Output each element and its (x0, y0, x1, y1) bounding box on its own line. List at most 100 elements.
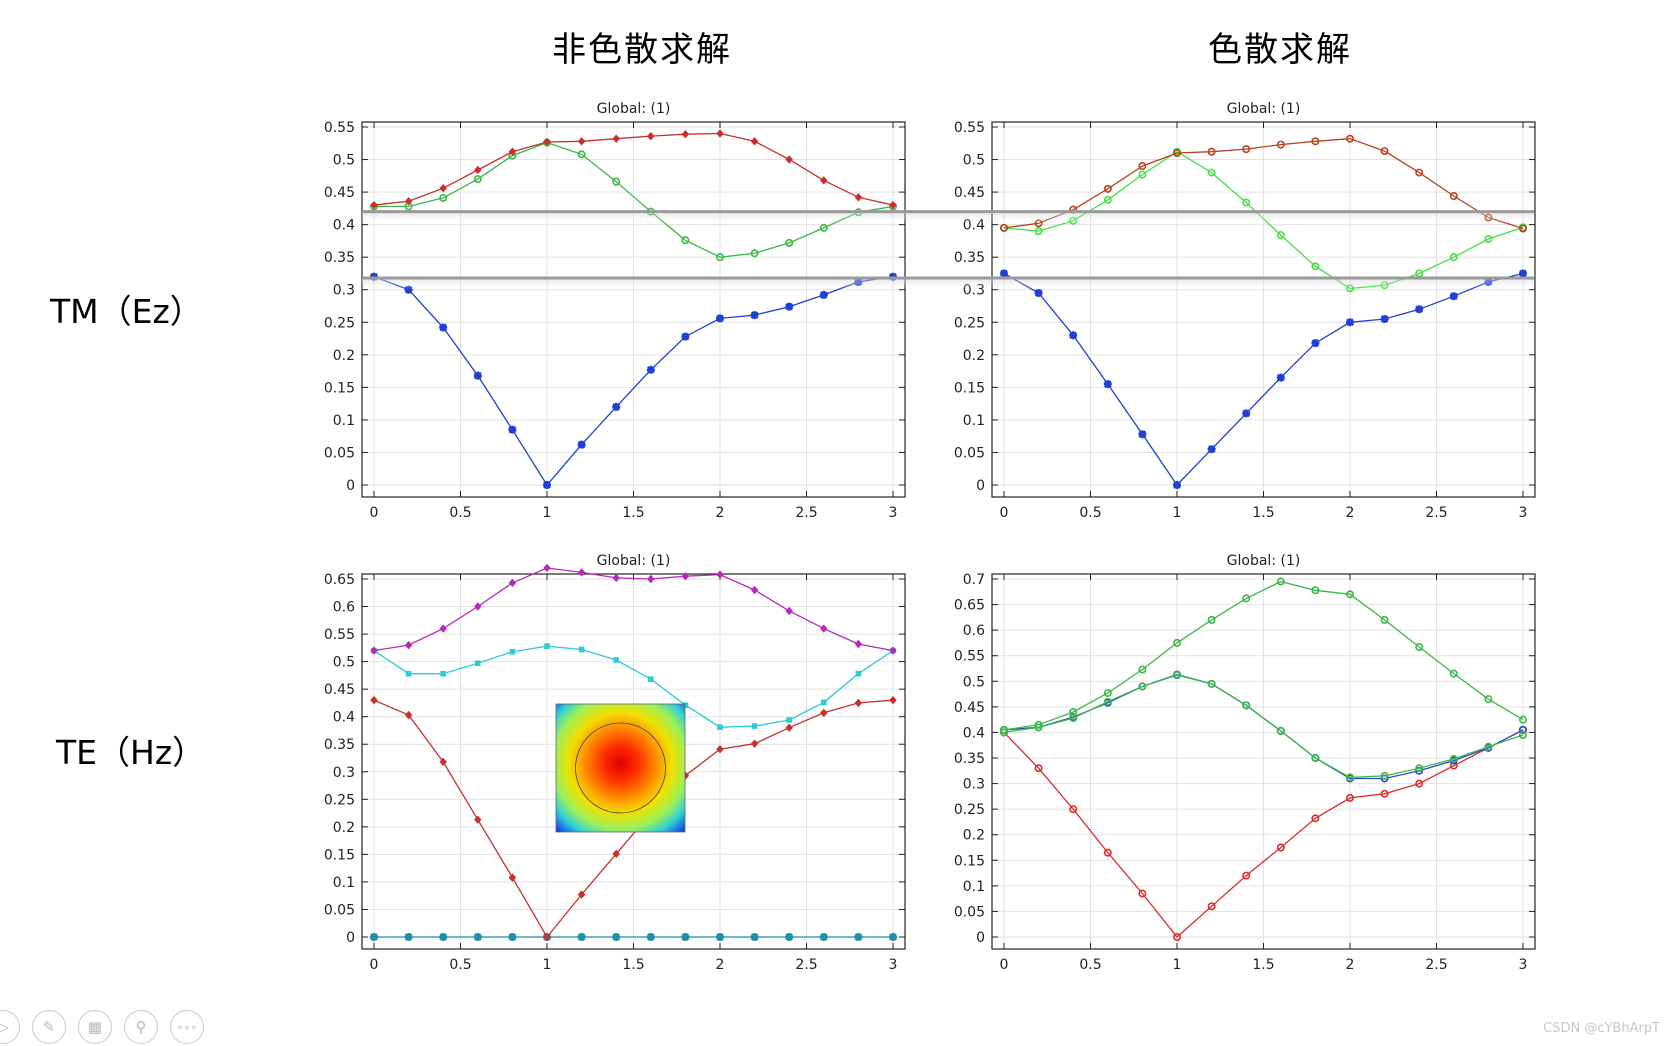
data-point (1449, 755, 1458, 764)
x-tick-label: 1 (1173, 505, 1182, 521)
y-tick-label: 0.6 (963, 623, 985, 639)
data-point (1519, 269, 1527, 278)
data-point (750, 311, 759, 320)
y-tick-label: 0.15 (954, 380, 985, 396)
y-tick-label: 0 (976, 478, 985, 494)
data-point (785, 302, 794, 311)
data-point (1276, 577, 1285, 586)
data-point (1034, 764, 1043, 773)
data-point (1173, 481, 1181, 489)
y-tick-label: 0.2 (963, 348, 985, 364)
data-point (1380, 789, 1389, 798)
zoom-icon[interactable]: ⚲ (124, 1010, 158, 1044)
data-point (1103, 848, 1112, 857)
data-point (820, 708, 828, 718)
slide-toolbar: ▷ ✎ ▦ ⚲ ∘∘∘ (0, 1010, 204, 1044)
data-point (682, 702, 689, 708)
data-point (681, 332, 690, 341)
y-tick-label: 0.35 (954, 250, 985, 266)
data-point (716, 933, 724, 941)
data-point (750, 933, 759, 941)
data-point (370, 933, 378, 941)
x-tick-label: 1.5 (1252, 957, 1274, 973)
data-point (750, 137, 759, 146)
series-line (1003, 272, 1524, 487)
data-point (1380, 615, 1389, 624)
y-tick-label: 0.3 (333, 283, 355, 299)
x-tick-label: 0 (370, 505, 379, 521)
data-point (578, 646, 585, 653)
data-point (819, 223, 828, 232)
data-point (1103, 380, 1112, 389)
data-point (1069, 714, 1078, 723)
series-line (1003, 580, 1524, 731)
data-point (1380, 315, 1389, 324)
data-point (1415, 168, 1424, 177)
data-point (1518, 725, 1527, 734)
data-point (612, 177, 621, 186)
x-tick-label: 0 (1000, 505, 1009, 521)
data-point (854, 698, 863, 708)
data-point (1484, 695, 1493, 704)
data-point (855, 670, 862, 677)
data-point (821, 699, 827, 706)
data-point (1276, 843, 1285, 852)
more-icon[interactable]: ∘∘∘ (170, 1010, 204, 1044)
x-tick-label: 1 (543, 505, 552, 521)
y-tick-label: 0.4 (333, 218, 355, 234)
y-tick-label: 0.55 (324, 627, 355, 643)
data-point (1207, 615, 1216, 624)
data-point (854, 639, 863, 649)
data-point (577, 890, 586, 899)
series-line (1003, 729, 1524, 938)
col-title-dispersive: 色散求解 (1208, 30, 1352, 70)
x-tick-label: 1.5 (1252, 505, 1274, 521)
data-point (1484, 234, 1493, 243)
data-point (646, 933, 655, 941)
y-tick-label: 0.6 (333, 600, 355, 616)
data-point (404, 710, 413, 720)
y-tick-label: 0.3 (333, 765, 355, 781)
data-point (508, 425, 517, 434)
data-point (1311, 339, 1320, 348)
data-point (404, 285, 413, 294)
y-tick-label: 0.2 (333, 820, 355, 836)
data-point (750, 585, 759, 595)
data-point (1242, 701, 1251, 710)
mode-field-inset (555, 703, 686, 833)
data-point (612, 573, 620, 583)
data-point (889, 200, 897, 210)
x-tick-label: 2.5 (1425, 505, 1447, 521)
play-icon[interactable]: ▷ (0, 1010, 20, 1044)
data-point (439, 624, 447, 633)
data-point (681, 933, 690, 941)
data-point (1103, 195, 1112, 204)
y-tick-label: 0.1 (333, 413, 355, 429)
data-point (612, 933, 621, 941)
data-point (1311, 262, 1320, 271)
grid-icon[interactable]: ▦ (78, 1010, 112, 1044)
data-point (508, 578, 517, 588)
y-tick-label: 0.25 (324, 315, 355, 331)
y-tick-label: 0.65 (954, 598, 985, 614)
chart-te-nondispersive: Global: (1)0 0.5 1 1.5 2 2.5 300.050.10.150.20… (324, 553, 906, 973)
data-point (439, 193, 448, 202)
y-tick-label: 0.15 (954, 853, 985, 869)
y-tick-label: 0.25 (324, 792, 355, 808)
x-tick-label: 1.5 (622, 505, 644, 521)
y-tick-label: 0.25 (954, 315, 985, 331)
data-point (543, 481, 551, 489)
data-point (716, 129, 724, 138)
data-point (1449, 253, 1458, 262)
pen-icon[interactable]: ✎ (32, 1010, 66, 1044)
data-point (1415, 764, 1424, 773)
x-tick-label: 0 (370, 957, 379, 973)
y-tick-label: 0.55 (324, 120, 355, 136)
x-tick-label: 2 (1346, 957, 1355, 973)
data-point (577, 933, 586, 941)
y-tick-label: 0.2 (333, 348, 355, 364)
data-point (1345, 590, 1354, 599)
data-point (819, 290, 828, 299)
data-point (1415, 643, 1424, 652)
x-tick-label: 0 (1000, 957, 1009, 973)
